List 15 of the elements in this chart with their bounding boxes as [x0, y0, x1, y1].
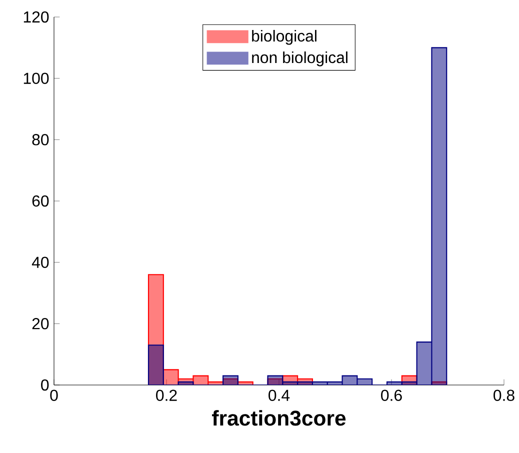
x-tick-label: 0.6: [381, 390, 402, 401]
y-tick-label: 60: [32, 195, 49, 207]
y-tick-label: 80: [32, 134, 49, 146]
x-tick-label: 0.8: [494, 390, 514, 401]
y-tick-label: 120: [24, 11, 49, 23]
x-tick-label: 0: [50, 390, 58, 401]
y-tick-label: 20: [32, 318, 49, 330]
legend-label: non biological: [252, 51, 348, 66]
y-tick-label: 40: [32, 256, 49, 268]
x-tick-label: 0.2: [156, 390, 177, 401]
y-tick-label: 100: [24, 72, 49, 84]
y-tick-label: 0: [41, 379, 49, 391]
x-tick-label: 0.4: [268, 390, 290, 401]
x-axis-title: fraction3core: [212, 410, 346, 426]
legend-label: biological: [252, 30, 316, 45]
